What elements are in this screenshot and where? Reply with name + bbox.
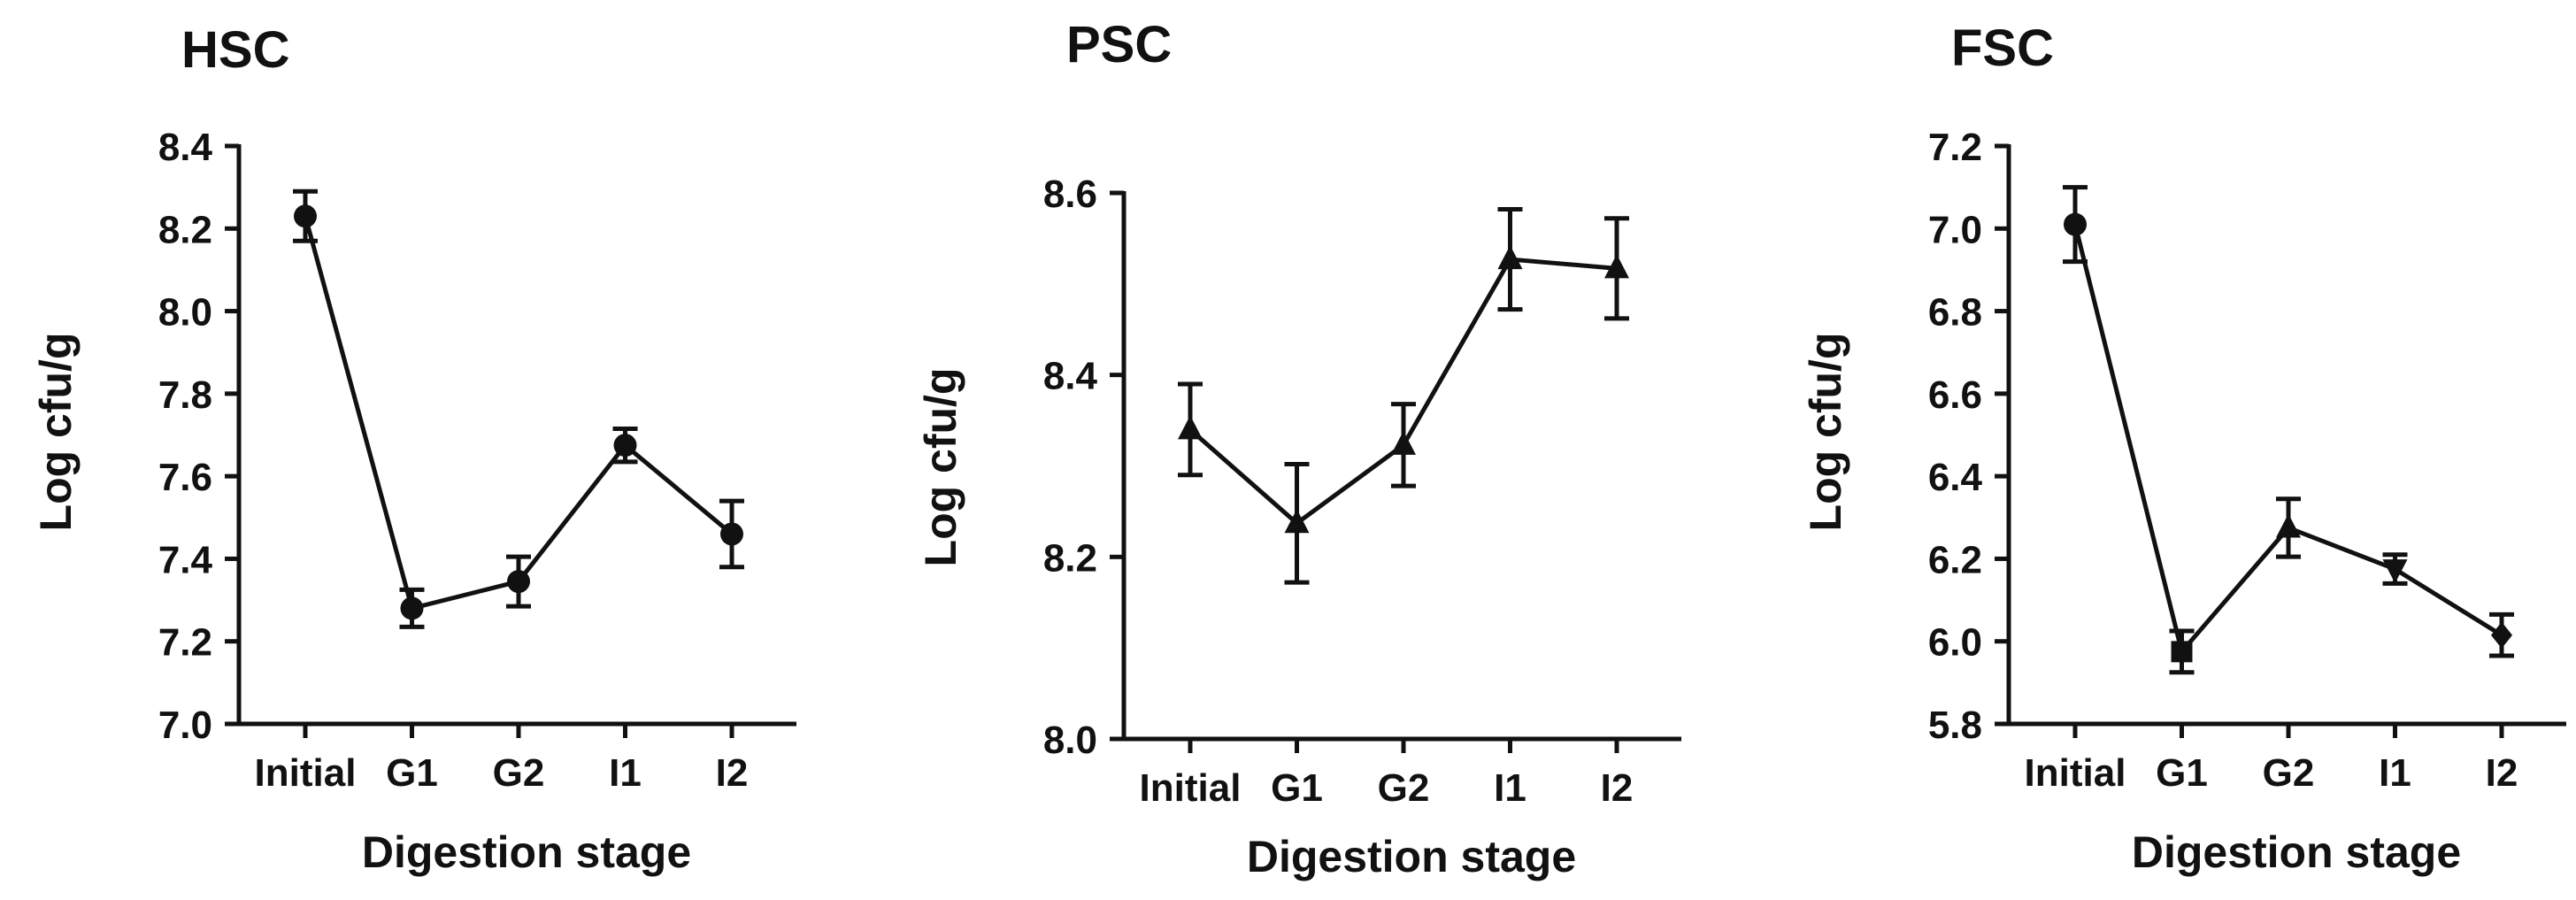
y-tick-label: 7.6 bbox=[158, 456, 212, 499]
x-tick-label: Initial bbox=[1140, 766, 1242, 810]
x-tick-label: Initial bbox=[255, 751, 357, 795]
series-line bbox=[2072, 224, 2503, 657]
x-axis-label: Digestion stage bbox=[1247, 832, 1576, 881]
chart-title: HSC bbox=[181, 21, 289, 79]
y-tick-label: 8.0 bbox=[158, 291, 212, 335]
y-tick-label: 7.0 bbox=[158, 704, 212, 747]
data-point bbox=[507, 570, 530, 594]
chart-title: FSC bbox=[1951, 19, 2054, 77]
panel-fsc: FSC Digestion stage Log cfu/g 5.8 6.0 6.2 6… bbox=[1801, 19, 2566, 877]
data-point bbox=[2276, 513, 2301, 538]
y-axis-label: Log cfu/g bbox=[916, 368, 965, 567]
x-tick-label: I1 bbox=[1494, 766, 1526, 810]
x-tick-label: G2 bbox=[1378, 766, 1430, 810]
y-tick-label: 8.2 bbox=[158, 208, 212, 251]
data-point bbox=[2064, 212, 2087, 236]
y-tick-label: 8.4 bbox=[1043, 355, 1098, 398]
x-axis-label: Digestion stage bbox=[362, 827, 691, 877]
x-tick-label: G1 bbox=[1271, 766, 1323, 810]
x-tick-label: G2 bbox=[493, 751, 545, 795]
y-axis-label: Log cfu/g bbox=[31, 333, 81, 532]
x-tick-label: I2 bbox=[2486, 751, 2518, 795]
data-point bbox=[613, 434, 637, 458]
x-axis-label: Digestion stage bbox=[2132, 827, 2461, 877]
chart-title: PSC bbox=[1066, 16, 1172, 73]
data-point bbox=[2171, 641, 2193, 663]
x-tick-label: I2 bbox=[1601, 766, 1634, 810]
x-tick-label: G1 bbox=[386, 751, 438, 795]
data-point bbox=[1284, 509, 1310, 534]
y-tick-label: 6.6 bbox=[1928, 373, 1982, 417]
y-tick-label: 6.2 bbox=[1928, 538, 1982, 581]
y-tick-label: 8.0 bbox=[1043, 719, 1097, 762]
y-tick-label: 8.4 bbox=[158, 126, 213, 169]
data-point bbox=[294, 204, 317, 228]
y-tick-label: 7.2 bbox=[1928, 126, 1982, 169]
data-point bbox=[1604, 254, 1629, 279]
data-point bbox=[1178, 415, 1203, 440]
y-tick-label: 7.0 bbox=[1928, 208, 1982, 251]
data-point bbox=[1391, 430, 1416, 455]
x-tick-label: I1 bbox=[2379, 751, 2411, 795]
x-tick-label: G1 bbox=[2156, 751, 2208, 795]
data-point bbox=[2382, 559, 2408, 584]
y-tick-label: 6.4 bbox=[1928, 456, 1983, 499]
x-tick-label: G2 bbox=[2263, 751, 2315, 795]
x-tick-label: Initial bbox=[2025, 751, 2126, 795]
y-tick-label: 6.0 bbox=[1928, 621, 1982, 665]
y-tick-label: 6.8 bbox=[1928, 291, 1982, 335]
data-point bbox=[720, 522, 743, 546]
series-line bbox=[303, 215, 734, 612]
panel-hsc: HSC Digestion stage Log cfu/g 7.0 7.2 7.4 7… bbox=[31, 21, 796, 877]
x-tick-label: I2 bbox=[716, 751, 749, 795]
data-point bbox=[400, 596, 424, 620]
x-tick-label: I1 bbox=[609, 751, 642, 795]
y-tick-label: 8.6 bbox=[1043, 173, 1097, 216]
y-tick-label: 5.8 bbox=[1928, 704, 1982, 747]
data-point bbox=[2491, 621, 2512, 649]
y-tick-label: 8.2 bbox=[1043, 536, 1097, 580]
y-tick-label: 7.8 bbox=[158, 373, 212, 417]
y-axis-label: Log cfu/g bbox=[1801, 333, 1850, 532]
y-tick-label: 7.4 bbox=[158, 538, 213, 581]
data-point bbox=[1497, 245, 1523, 270]
y-tick-label: 7.2 bbox=[158, 621, 212, 665]
panel-psc: PSC Digestion stage Log cfu/g 8.0 8.2 8.4 8… bbox=[916, 16, 1681, 881]
